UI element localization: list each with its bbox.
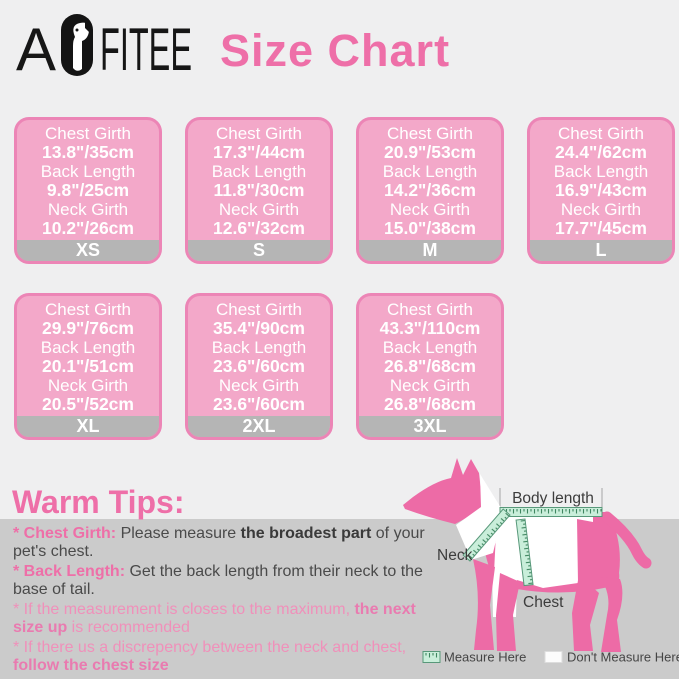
- tip-chest-girth: * Chest Girth: Please measure the broade…: [13, 525, 437, 560]
- back-length-label: Back Length: [553, 162, 649, 181]
- chest-girth-value: 20.9"/53cm: [384, 142, 476, 162]
- back-length-value: 23.6"/60cm: [213, 356, 305, 376]
- measure-here-label: Measure Here: [444, 650, 526, 665]
- chest-girth-label: Chest Girth: [387, 300, 473, 319]
- body-length-tape: [499, 507, 603, 517]
- size-badge: L: [530, 240, 672, 261]
- tip-chest-girth-term: * Chest Girth:: [13, 525, 117, 542]
- neck-girth-label: Neck Girth: [389, 376, 471, 395]
- neck-label: Neck: [437, 547, 473, 564]
- back-length-value: 11.8"/30cm: [213, 180, 305, 200]
- size-card-xl: Chest Girth 29.9"/76cm Back Length 20.1"…: [14, 293, 162, 440]
- back-length-value: 16.9"/43cm: [555, 180, 647, 200]
- chest-label: Chest: [523, 594, 564, 611]
- back-length-label: Back Length: [382, 162, 478, 181]
- chest-girth-value: 13.8"/35cm: [42, 142, 134, 162]
- chest-girth-value: 35.4"/90cm: [213, 318, 305, 338]
- chest-girth-value: 29.9"/76cm: [42, 318, 134, 338]
- chest-girth-value: 24.4"/62cm: [555, 142, 647, 162]
- neck-girth-value: 15.0"/38cm: [384, 218, 476, 238]
- size-card-l: Chest Girth 24.4"/62cm Back Length 16.9"…: [527, 117, 675, 264]
- size-card-2xl: Chest Girth 35.4"/90cm Back Length 23.6"…: [185, 293, 333, 440]
- chest-girth-label: Chest Girth: [558, 124, 644, 143]
- size-card-m: Chest Girth 20.9"/53cm Back Length 14.2"…: [356, 117, 504, 264]
- tip-text-bold: follow the chest size: [13, 656, 169, 674]
- logo-letters-fitee: FITEE: [100, 16, 192, 77]
- size-cards-grid: Chest Girth 13.8"/35cm Back Length 9.8"/…: [14, 117, 675, 440]
- back-length-value: 26.8"/68cm: [384, 356, 476, 376]
- neck-girth-value: 10.2"/26cm: [42, 218, 134, 238]
- logo-letter-a: A: [16, 16, 56, 77]
- size-badge: XL: [17, 416, 159, 437]
- measuring-tapes: [462, 507, 603, 587]
- neck-tape: [462, 508, 511, 562]
- size-card-s: Chest Girth 17.3"/44cm Back Length 11.8"…: [185, 117, 333, 264]
- neck-girth-value: 17.7"/45cm: [555, 218, 647, 238]
- dont-measure-swatch-icon: [544, 651, 563, 663]
- size-card-xs: Chest Girth 13.8"/35cm Back Length 9.8"/…: [14, 117, 162, 264]
- warm-tips-list: * Chest Girth: Please measure the broade…: [13, 525, 437, 677]
- tip-text-bold: the broadest part: [240, 525, 372, 542]
- aofitee-logo: A FITEE: [16, 14, 192, 77]
- neck-girth-label: Neck Girth: [560, 200, 642, 219]
- tip-back-length-term: * Back Length:: [13, 563, 126, 580]
- chest-girth-value: 17.3"/44cm: [213, 142, 305, 162]
- tip-text: * If there us a discrepency between the …: [13, 639, 407, 656]
- size-badge: 3XL: [359, 416, 501, 437]
- diagram-legend: Measure Here Don't Measure Here: [422, 650, 679, 665]
- tip-text: * If the measurement is closes to the ma…: [13, 601, 355, 618]
- dog-tail-shape: [601, 511, 652, 569]
- size-badge: M: [359, 240, 501, 261]
- size-card-3xl: Chest Girth 43.3"/110cm Back Length 26.8…: [356, 293, 504, 440]
- chest-tape: [515, 518, 534, 587]
- size-badge: S: [188, 240, 330, 261]
- dog-measurement-diagram: Body length Neck Chest Measure Here Don'…: [403, 458, 679, 665]
- page-title: Size Chart: [220, 25, 451, 76]
- tip-text: Please measure: [116, 525, 241, 542]
- chest-girth-label: Chest Girth: [45, 124, 131, 143]
- measure-here-swatch-icon: [422, 651, 441, 663]
- tip-text: is recommended: [67, 618, 190, 636]
- tip-back-length: * Back Length: Get the back length from …: [13, 563, 437, 598]
- tip-text-bold: the next size up: [13, 601, 416, 636]
- dont-measure-label: Don't Measure Here: [567, 650, 679, 665]
- back-length-label: Back Length: [40, 338, 136, 357]
- tip-discrepancy: * If there us a discrepency between the …: [13, 639, 437, 674]
- back-length-label: Back Length: [40, 162, 136, 181]
- back-length-value: 9.8"/25cm: [46, 180, 130, 200]
- back-length-label: Back Length: [211, 338, 307, 357]
- back-length-value: 14.2"/36cm: [384, 180, 476, 200]
- tip-text: of your pet's chest.: [13, 525, 425, 560]
- neck-girth-value: 20.5"/52cm: [42, 394, 134, 414]
- back-length-value: 20.1"/51cm: [42, 356, 134, 376]
- neck-girth-value: 26.8"/68cm: [384, 394, 476, 414]
- neck-girth-label: Neck Girth: [47, 200, 129, 219]
- warm-tips-heading: Warm Tips:: [12, 484, 185, 520]
- chest-girth-value: 43.3"/110cm: [379, 318, 481, 338]
- chest-girth-label: Chest Girth: [45, 300, 131, 319]
- neck-girth-value: 23.6"/60cm: [213, 394, 305, 414]
- size-badge: XS: [17, 240, 159, 261]
- tip-text: Get the back length from their neck to t…: [13, 563, 423, 598]
- back-length-label: Back Length: [211, 162, 307, 181]
- neck-girth-label: Neck Girth: [218, 200, 300, 219]
- back-length-label: Back Length: [382, 338, 478, 357]
- chest-girth-label: Chest Girth: [216, 300, 302, 319]
- logo-dog-icon: [61, 14, 93, 76]
- tip-maximum: * If the measurement is closes to the ma…: [13, 601, 437, 636]
- neck-girth-label: Neck Girth: [389, 200, 471, 219]
- neck-girth-value: 12.6"/32cm: [213, 218, 305, 238]
- neck-girth-label: Neck Girth: [47, 376, 129, 395]
- dog-head-shape: [403, 458, 483, 524]
- dog-legs: [473, 559, 623, 652]
- body-length-label: Body length: [512, 490, 594, 507]
- neck-girth-label: Neck Girth: [218, 376, 300, 395]
- chest-girth-label: Chest Girth: [387, 124, 473, 143]
- chest-girth-label: Chest Girth: [216, 124, 302, 143]
- size-badge: 2XL: [188, 416, 330, 437]
